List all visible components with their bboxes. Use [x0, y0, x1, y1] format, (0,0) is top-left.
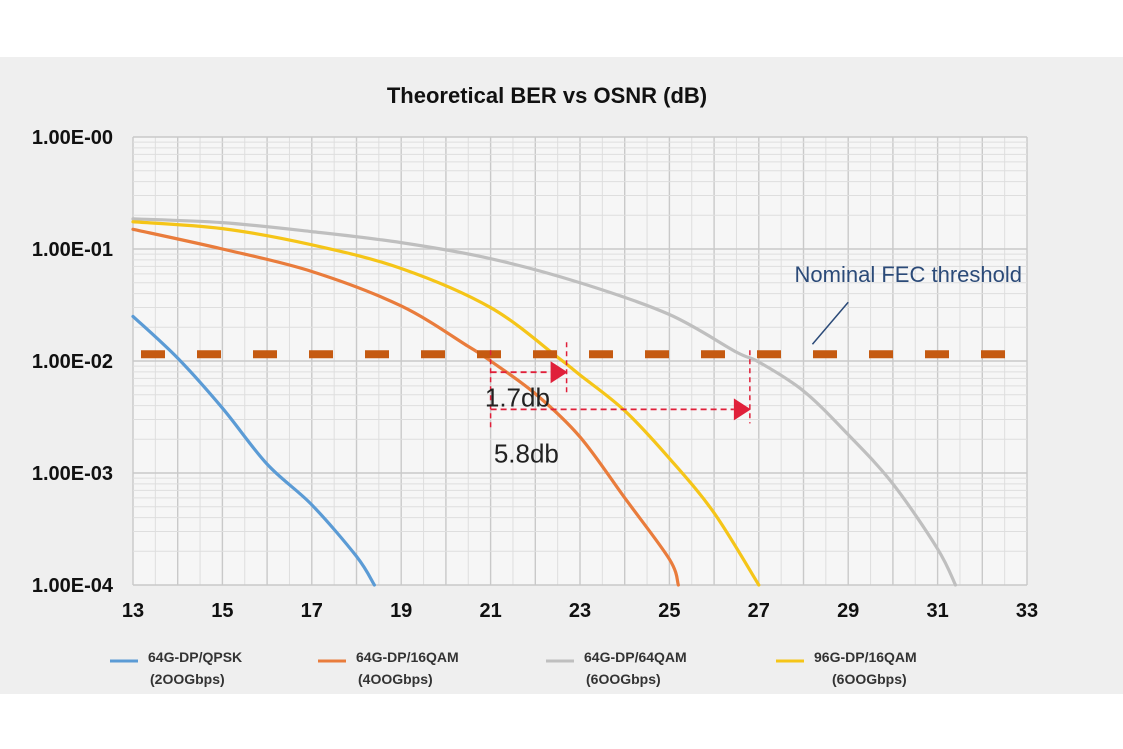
y-tick-label: 1.00E-01: [32, 239, 113, 261]
legend-sub-4: (6OOGbps): [832, 671, 907, 687]
legend-sub-3: (6OOGbps): [586, 671, 661, 687]
annotation-label: 1.7db: [485, 383, 550, 413]
series-line-4: [131, 220, 761, 587]
chart-panel: Theoretical BER vs OSNR (dB) 13 15 17 19 21 2…: [0, 57, 1123, 694]
annotations: 1.7db 5.8db: [485, 342, 751, 468]
x-tick-label: 29: [837, 600, 859, 622]
x-tick-label: 13: [122, 600, 144, 622]
y-tick-label: 1.00E-02: [32, 351, 113, 373]
x-tick-label: 15: [211, 600, 233, 622]
y-tick-label: 1.00E-00: [32, 127, 113, 149]
legend-sub-2: (4OOGbps): [358, 671, 433, 687]
x-tick-label: 25: [658, 600, 680, 622]
x-tick-label: 33: [1016, 600, 1038, 622]
x-tick-label: 21: [479, 600, 501, 622]
fec-threshold-pointer: [811, 301, 849, 345]
chart-title: Theoretical BER vs OSNR (dB): [387, 83, 707, 108]
y-tick-label: 1.00E-03: [32, 463, 113, 485]
x-tick-label: 23: [569, 600, 591, 622]
y-tick-label: 1.00E-04: [32, 575, 114, 597]
axes: 13 15 17 19 21 23 25 27 29 31 33 1.00E-00 1.00E-01 1.…: [32, 127, 1038, 622]
annotation-label: 5.8db: [494, 438, 559, 468]
fec-threshold-label: Nominal FEC threshold: [795, 262, 1022, 287]
legend-sub-1: (2OOGbps): [150, 671, 225, 687]
legend-label-2: 64G-DP/16QAM: [356, 649, 459, 665]
x-tick-label: 19: [390, 600, 412, 622]
annotation-arrow-head: [733, 398, 751, 421]
fec-threshold: Nominal FEC threshold: [133, 262, 1027, 359]
x-tick-label: 17: [301, 600, 323, 622]
legend: 64G-DP/QPSK (2OOGbps) 64G-DP/16QAM (4OOGbps…: [110, 649, 917, 687]
x-tick-label: 27: [748, 600, 770, 622]
x-tick-label: 31: [926, 600, 948, 622]
legend-label-4: 96G-DP/16QAM: [814, 649, 917, 665]
legend-label-3: 64G-DP/64QAM: [584, 649, 687, 665]
legend-label-1: 64G-DP/QPSK: [148, 649, 242, 665]
grid: [132, 136, 1028, 586]
annotation-arrow-head: [550, 361, 568, 384]
series-line-3: [131, 217, 958, 587]
series-line-1: [131, 314, 376, 587]
ber-osnr-chart: Theoretical BER vs OSNR (dB) 13 15 17 19 21 2…: [32, 83, 1038, 687]
